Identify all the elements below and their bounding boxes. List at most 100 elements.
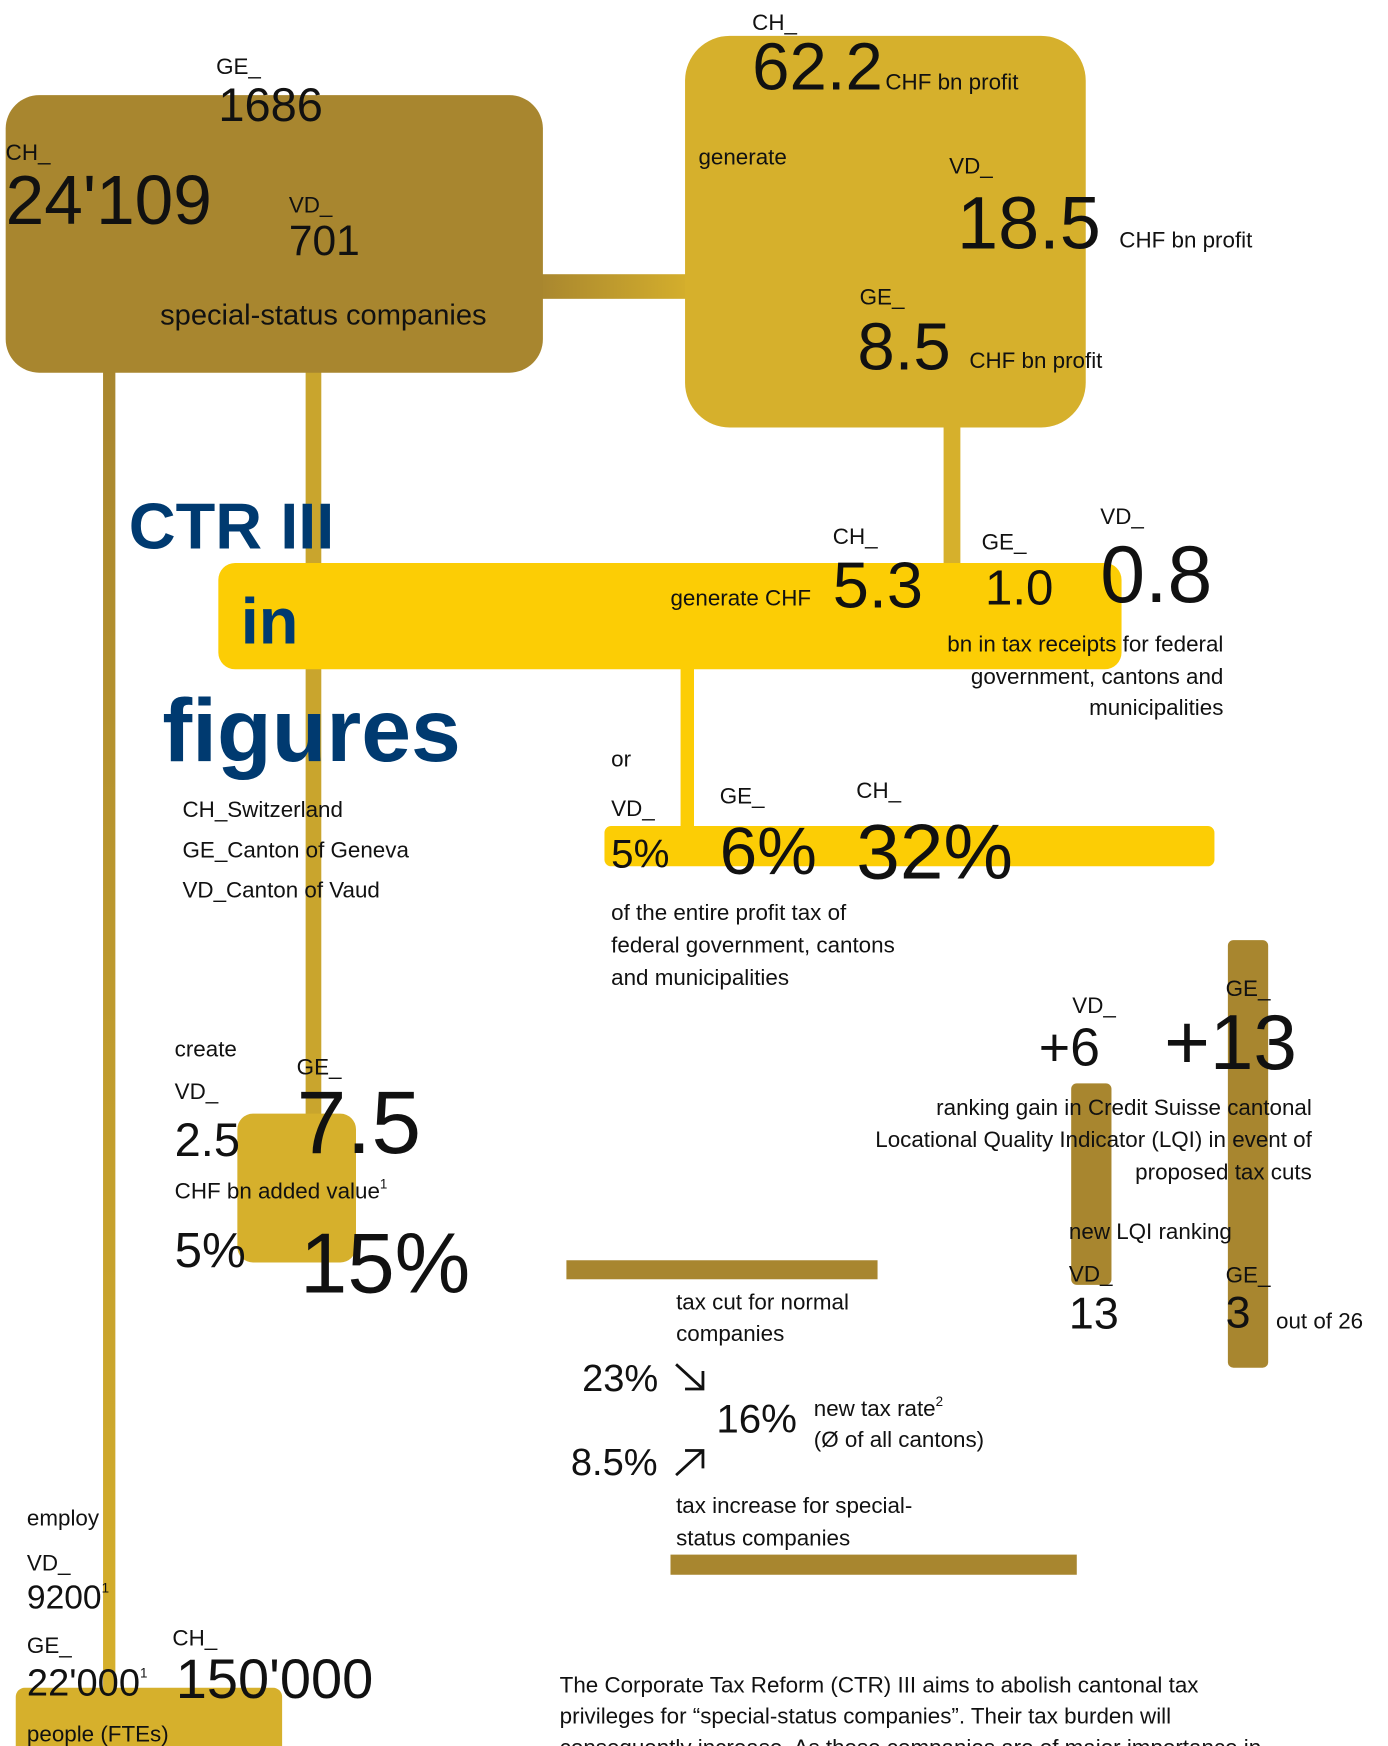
caption: federal government, cantons: [611, 932, 895, 957]
label: VD_: [27, 1550, 71, 1575]
texts: GE_ 1686 CH_ 24'109 VD_ 701 special-stat…: [6, 10, 1363, 1746]
caption: new tax rate2: [814, 1394, 943, 1421]
rate-bar-top: [566, 1260, 878, 1280]
caption: generate: [698, 145, 786, 170]
value: 150'000: [176, 1647, 373, 1710]
label: VD_: [1069, 1262, 1113, 1287]
arrow-up: [675, 1449, 705, 1477]
label: GE_: [27, 1633, 72, 1658]
label: VD_: [949, 153, 993, 178]
caption-text: CHF bn added value: [175, 1179, 380, 1204]
value: 3: [1226, 1287, 1251, 1337]
legend-entry: VD_Canton of Vaud: [183, 878, 380, 903]
label: VD_: [1100, 504, 1144, 529]
label: VD_: [289, 193, 333, 218]
value: 15%: [300, 1217, 470, 1312]
value: 92001: [27, 1579, 109, 1616]
label: CH_: [856, 778, 901, 803]
caption: Locational Quality Indicator (LQI) in ev…: [875, 1127, 1312, 1152]
value: 6%: [720, 814, 817, 889]
value: 8.5: [857, 309, 950, 384]
footnote: 2: [936, 1394, 943, 1409]
value-text: 9200: [27, 1579, 102, 1616]
line-value: [305, 358, 322, 1131]
footnote: 1: [102, 1581, 109, 1596]
value: +6: [1039, 1018, 1100, 1078]
label: GE_: [297, 1054, 342, 1079]
vd-rank-bar: [1071, 1083, 1112, 1285]
legend-entry: CH_Switzerland: [183, 797, 343, 822]
footnote: 1: [380, 1177, 387, 1192]
label: GE_: [860, 284, 905, 309]
caption: people (FTEs): [27, 1722, 169, 1746]
value: 1686: [218, 78, 323, 131]
label: CH_: [172, 1625, 217, 1650]
caption-text: new tax rate: [814, 1396, 936, 1421]
label: CH_: [6, 140, 51, 165]
caption: tax cut for normal: [676, 1290, 849, 1315]
label: CH_: [833, 524, 878, 549]
caption: of the entire profit tax of: [611, 900, 847, 925]
arrow-down: [675, 1363, 705, 1391]
unit: CHF bn profit: [885, 70, 1019, 95]
line-share: [680, 660, 694, 834]
label: VD_: [175, 1079, 219, 1104]
value: 2.5: [175, 1113, 240, 1166]
value: +13: [1164, 998, 1297, 1086]
label: GE_: [1226, 1263, 1271, 1288]
caption: and municipalities: [611, 965, 789, 990]
paragraph: privileges for “special-status companies…: [560, 1704, 1171, 1729]
caption: out of 26: [1276, 1309, 1363, 1334]
value: 0.8: [1100, 530, 1212, 620]
ge-rank-bar: [1227, 940, 1269, 1368]
value: 62.2: [752, 30, 883, 105]
connector: [537, 274, 694, 299]
title: CTR III: [129, 489, 335, 562]
shapes: [5, 35, 1269, 1746]
caption: special-status companies: [160, 300, 486, 332]
caption: municipalities: [1089, 695, 1223, 720]
value: 16%: [716, 1397, 797, 1442]
line-employ: [103, 358, 116, 1702]
value-box: [237, 1113, 356, 1263]
paragraph: consequently increase. As these companie…: [560, 1735, 1261, 1746]
value: 22'0001: [27, 1663, 148, 1705]
label: GE_: [720, 784, 765, 809]
value: 8.5%: [571, 1442, 658, 1484]
value: 7.5: [297, 1072, 421, 1172]
rate-bar-bottom: [670, 1554, 1077, 1575]
value: 18.5: [957, 181, 1101, 264]
value-text: 22'000: [27, 1663, 140, 1705]
companies-box: [5, 95, 543, 373]
caption: government, cantons and: [971, 664, 1224, 689]
caption: create: [175, 1037, 237, 1062]
title: figures: [162, 680, 460, 780]
value: 23%: [582, 1358, 658, 1400]
caption: CHF bn added value1: [175, 1177, 388, 1204]
paragraph: The Corporate Tax Reform (CTR) III aims …: [560, 1672, 1199, 1697]
caption: bn in tax receipts for federal: [947, 631, 1223, 656]
caption: tax increase for special-: [676, 1493, 912, 1518]
title: in: [241, 585, 299, 658]
value: 5%: [611, 831, 669, 876]
value: 1.0: [985, 560, 1053, 615]
legend-entry: GE_Canton of Geneva: [183, 837, 410, 862]
caption: proposed tax cuts: [1135, 1160, 1312, 1185]
caption: companies: [676, 1321, 784, 1346]
caption: (Ø of all cantons): [814, 1427, 984, 1452]
caption: ranking gain in Credit Suisse cantonal: [936, 1095, 1312, 1120]
label: VD_: [1072, 993, 1116, 1018]
caption: generate CHF: [670, 586, 811, 611]
label: GE_: [216, 54, 261, 79]
value: 13: [1069, 1289, 1119, 1339]
caption: new LQI ranking: [1069, 1219, 1232, 1244]
label: GE_: [982, 530, 1027, 555]
caption: or: [611, 747, 631, 772]
footnote: 1: [140, 1666, 147, 1681]
caption: employ: [27, 1506, 100, 1531]
label: CH_: [752, 10, 797, 35]
share-bar: [604, 825, 1215, 867]
unit: CHF bn profit: [969, 348, 1103, 373]
value: 32%: [856, 808, 1013, 896]
